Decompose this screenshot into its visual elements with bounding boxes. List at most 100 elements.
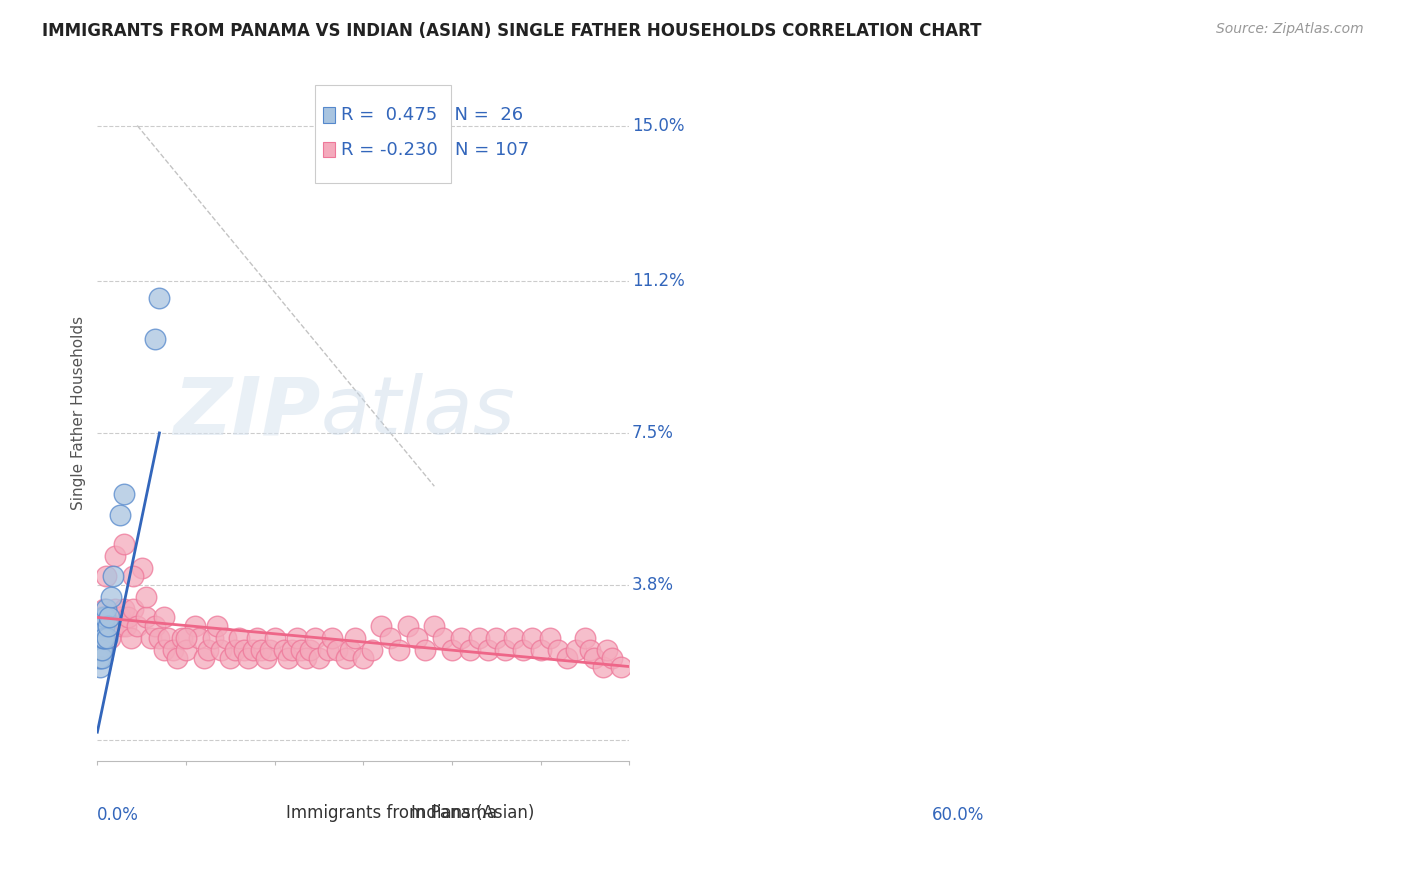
- Point: [96, 602, 118, 616]
- Point: [90, 631, 112, 645]
- FancyBboxPatch shape: [323, 107, 335, 122]
- Point: [578, 643, 600, 657]
- Point: [290, 643, 312, 657]
- Point: [93, 631, 115, 645]
- Point: [90, 643, 112, 657]
- Point: [232, 643, 254, 657]
- Point: [219, 651, 242, 665]
- Point: [224, 643, 246, 657]
- Text: ZIP: ZIP: [173, 374, 321, 451]
- Point: [89, 643, 111, 657]
- Point: [326, 643, 349, 657]
- Point: [100, 610, 122, 624]
- Point: [415, 643, 437, 657]
- Point: [215, 631, 238, 645]
- Point: [259, 643, 281, 657]
- Point: [458, 643, 481, 657]
- Point: [316, 643, 339, 657]
- Point: [100, 590, 122, 604]
- Point: [89, 651, 111, 665]
- FancyBboxPatch shape: [270, 806, 283, 822]
- Point: [441, 643, 464, 657]
- FancyBboxPatch shape: [395, 806, 406, 822]
- Point: [111, 618, 134, 632]
- Point: [131, 561, 153, 575]
- Point: [285, 631, 308, 645]
- Point: [477, 643, 499, 657]
- Point: [352, 651, 374, 665]
- Point: [592, 659, 614, 673]
- Point: [538, 631, 561, 645]
- Text: R =  0.475   N =  26: R = 0.475 N = 26: [340, 106, 523, 124]
- Point: [184, 618, 207, 632]
- Text: R = -0.230   N = 107: R = -0.230 N = 107: [340, 141, 529, 159]
- Point: [321, 631, 343, 645]
- Point: [87, 651, 110, 665]
- Point: [96, 610, 118, 624]
- Point: [512, 643, 534, 657]
- Point: [108, 508, 131, 522]
- Point: [135, 590, 157, 604]
- Point: [90, 651, 112, 665]
- Point: [97, 618, 120, 632]
- Point: [250, 643, 273, 657]
- Point: [97, 610, 120, 624]
- Point: [557, 651, 579, 665]
- Point: [90, 618, 112, 632]
- Point: [294, 651, 316, 665]
- Text: 7.5%: 7.5%: [633, 424, 673, 442]
- Point: [370, 618, 392, 632]
- Point: [104, 602, 127, 616]
- Point: [153, 610, 176, 624]
- Point: [304, 631, 326, 645]
- Point: [148, 631, 170, 645]
- Point: [547, 643, 569, 657]
- Point: [148, 291, 170, 305]
- Point: [211, 643, 233, 657]
- Text: atlas: atlas: [321, 374, 516, 451]
- Point: [90, 631, 112, 645]
- Point: [89, 631, 111, 645]
- Point: [112, 487, 135, 501]
- Point: [254, 651, 277, 665]
- Point: [530, 643, 553, 657]
- Point: [89, 610, 111, 624]
- Point: [467, 631, 489, 645]
- Point: [97, 618, 120, 632]
- Point: [423, 618, 446, 632]
- Point: [273, 643, 295, 657]
- Point: [139, 631, 162, 645]
- Point: [405, 631, 427, 645]
- Point: [103, 618, 125, 632]
- Point: [153, 643, 176, 657]
- Point: [93, 618, 115, 632]
- Text: 11.2%: 11.2%: [633, 272, 685, 290]
- Point: [104, 549, 127, 563]
- Text: Indians (Asian): Indians (Asian): [412, 804, 534, 822]
- Point: [162, 643, 184, 657]
- Point: [135, 610, 157, 624]
- Point: [596, 643, 619, 657]
- Point: [565, 643, 588, 657]
- Point: [94, 631, 117, 645]
- Point: [503, 631, 526, 645]
- Point: [94, 610, 117, 624]
- Text: 60.0%: 60.0%: [932, 806, 984, 824]
- Text: IMMIGRANTS FROM PANAMA VS INDIAN (ASIAN) SINGLE FATHER HOUSEHOLDS CORRELATION CH: IMMIGRANTS FROM PANAMA VS INDIAN (ASIAN)…: [42, 22, 981, 40]
- Point: [120, 631, 142, 645]
- Point: [193, 651, 215, 665]
- Point: [308, 651, 330, 665]
- Point: [361, 643, 384, 657]
- Point: [143, 618, 166, 632]
- Point: [236, 651, 259, 665]
- Point: [335, 651, 357, 665]
- Point: [450, 631, 472, 645]
- Point: [91, 631, 114, 645]
- Point: [609, 659, 631, 673]
- Point: [121, 602, 143, 616]
- Point: [520, 631, 543, 645]
- Point: [91, 610, 114, 624]
- Point: [246, 631, 269, 645]
- Point: [112, 536, 135, 550]
- Point: [90, 610, 112, 624]
